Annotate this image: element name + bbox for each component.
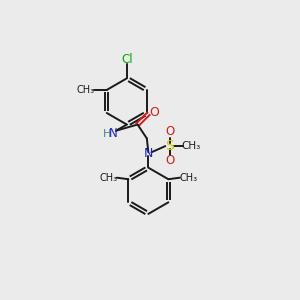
Text: N: N bbox=[109, 127, 117, 140]
Text: CH₃: CH₃ bbox=[179, 173, 197, 183]
Text: O: O bbox=[165, 125, 175, 138]
Text: CH₃: CH₃ bbox=[77, 85, 95, 95]
Text: O: O bbox=[149, 106, 159, 119]
Text: Cl: Cl bbox=[121, 52, 133, 66]
Text: S: S bbox=[166, 139, 174, 153]
Text: N: N bbox=[144, 146, 153, 160]
Text: CH₃: CH₃ bbox=[99, 173, 117, 183]
Text: CH₃: CH₃ bbox=[182, 141, 201, 151]
Text: H: H bbox=[103, 129, 111, 139]
Text: O: O bbox=[165, 154, 175, 167]
